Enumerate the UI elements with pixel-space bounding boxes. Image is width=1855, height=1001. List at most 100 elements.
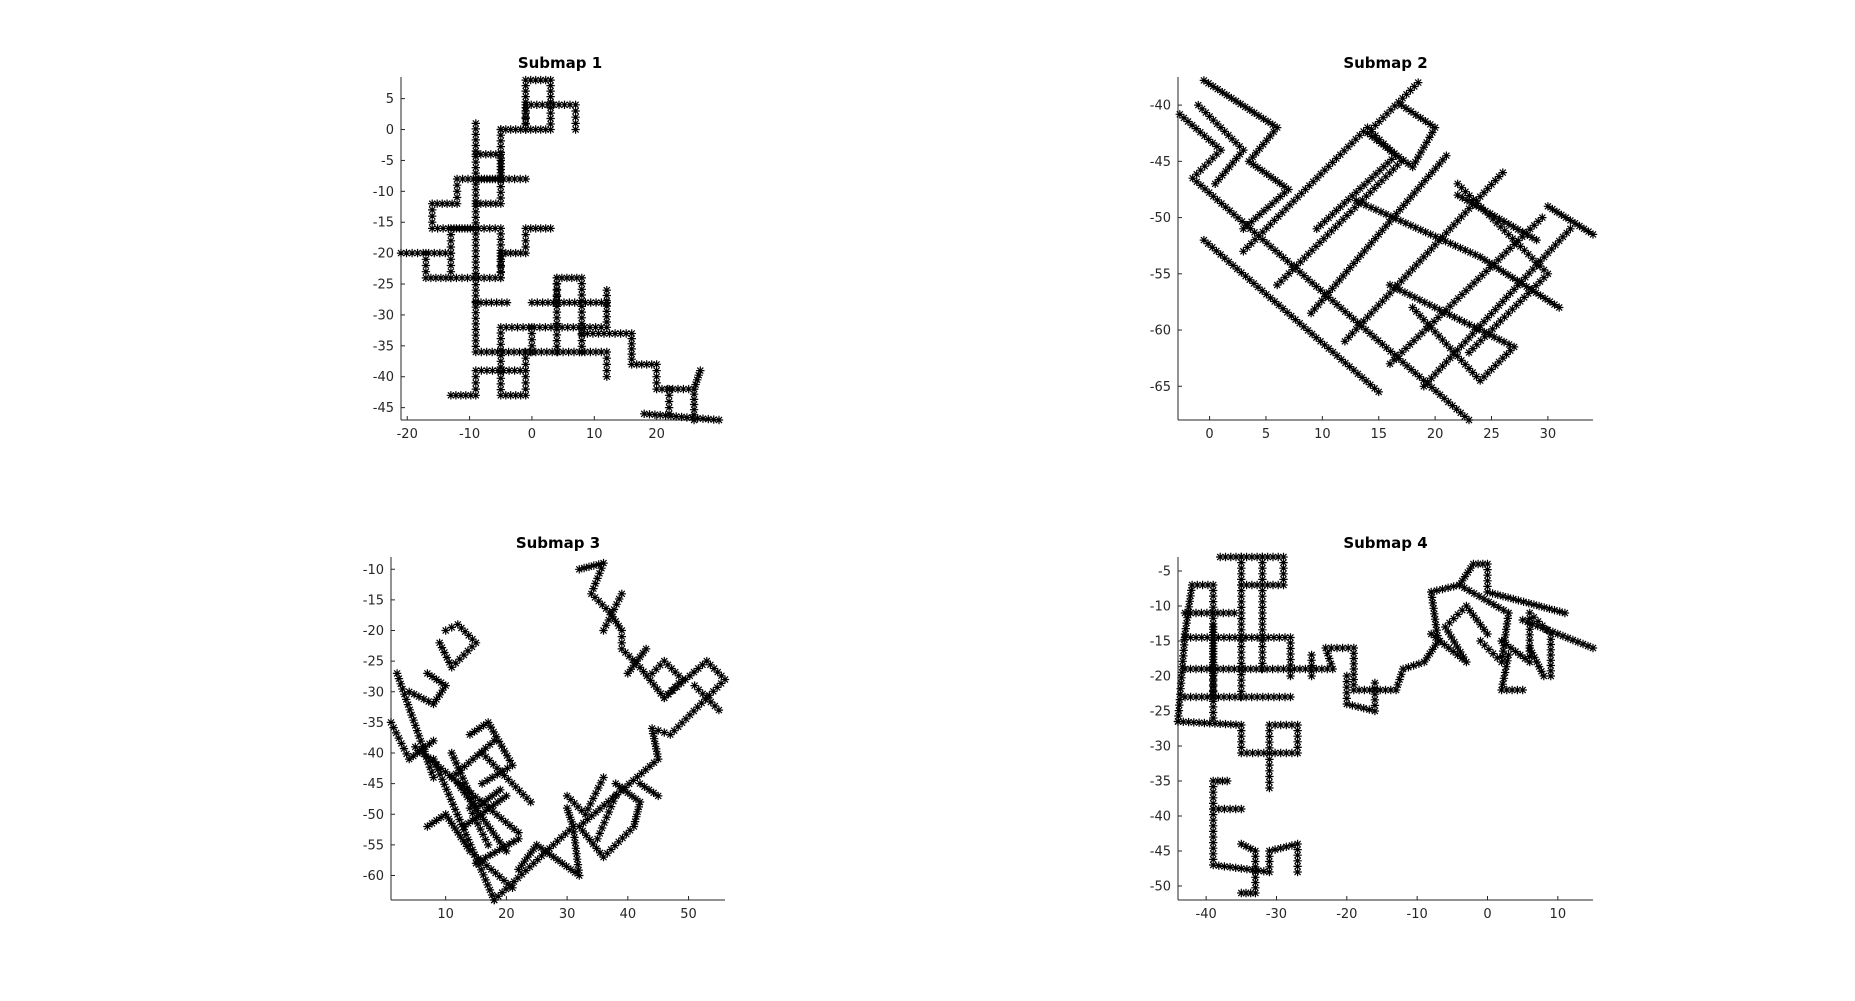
- trajectory-point: [1199, 235, 1383, 397]
- trajectory-point: [552, 273, 586, 357]
- y-tick-label: -55: [363, 838, 384, 853]
- y-tick-label: -5: [381, 154, 394, 169]
- trajectory-point: [1237, 839, 1260, 898]
- y-tick-label: -20: [373, 247, 394, 262]
- x-tick-label: 30: [559, 907, 576, 922]
- trajectory-point: [521, 347, 530, 375]
- trajectory-point: [1453, 179, 1553, 357]
- trajectory-point: [471, 298, 512, 307]
- x-tick-label: 25: [1483, 427, 1500, 442]
- trajectory-markers: [396, 75, 724, 425]
- y-tick-label: -15: [363, 593, 384, 608]
- trajectory-point: [552, 273, 562, 357]
- trajectory-point: [435, 620, 481, 672]
- trajectory-point: [405, 669, 450, 709]
- y-tick-label: -10: [373, 185, 394, 200]
- trajectory-point: [465, 803, 493, 850]
- x-tick-label: 0: [1205, 427, 1213, 442]
- trajectory-point: [1209, 622, 1218, 702]
- trajectory-point: [527, 298, 611, 307]
- y-tick-label: -15: [1150, 635, 1171, 650]
- y-tick-label: -65: [1150, 380, 1171, 395]
- trajectory-point: [446, 286, 611, 400]
- trajectory-point: [471, 174, 530, 184]
- trajectory-point: [1180, 608, 1239, 618]
- trajectory-markers: [386, 558, 730, 905]
- subplot-4: Submap 4 -40 -30 -20 -10 0 10 -5 -10 -15 -20 -25 -30…: [1150, 534, 1598, 922]
- trajectory-markers: [1175, 76, 1598, 425]
- x-tick-label: 0: [1483, 907, 1491, 922]
- trajectory-point: [1209, 804, 1246, 814]
- x-tick-label: 40: [620, 907, 637, 922]
- subplot-title: Submap 2: [1343, 54, 1427, 72]
- x-tick-label: 50: [680, 907, 697, 922]
- trajectory-point: [1173, 717, 1302, 793]
- y-tick-label: -35: [1150, 775, 1171, 790]
- trajectory-point: [1209, 776, 1302, 877]
- trajectory-point: [1363, 78, 1440, 172]
- subplot-1: Submap 1 -20 -10 0 10 20 5 0 -5 -10 -15 -20 -25 -30 -3…: [373, 54, 724, 442]
- y-tick-label: -35: [363, 716, 384, 731]
- trajectory-point: [562, 773, 608, 819]
- trajectory-point: [1180, 633, 1295, 681]
- y-tick-label: -25: [373, 278, 394, 293]
- x-tick-label: 15: [1370, 427, 1387, 442]
- trajectory-point: [1307, 650, 1316, 681]
- trajectory-point: [471, 125, 505, 208]
- y-tick-label: 0: [386, 123, 394, 138]
- trajectory-point: [428, 119, 505, 233]
- trajectory-point: [527, 323, 537, 357]
- trajectory-point: [396, 248, 456, 283]
- trajectory-point: [1385, 280, 1519, 385]
- trajectory-point: [1173, 580, 1218, 726]
- y-tick-label: -55: [1150, 267, 1171, 282]
- trajectory-point: [392, 669, 438, 782]
- trajectory-point: [477, 748, 535, 807]
- x-tick-label: -20: [397, 427, 418, 442]
- y-tick-label: -50: [363, 808, 384, 823]
- trajectory-point: [1199, 76, 1293, 233]
- x-tick-label: 10: [586, 427, 603, 442]
- y-tick-label: -40: [1150, 810, 1171, 825]
- trajectory-point: [514, 822, 584, 880]
- y-tick-label: -60: [1150, 324, 1171, 339]
- y-tick-label: -40: [363, 747, 384, 762]
- trajectory-point: [1237, 552, 1246, 702]
- trajectory-point: [1175, 110, 1474, 425]
- y-tick-label: -25: [363, 655, 384, 670]
- y-tick-label: -15: [373, 216, 394, 231]
- x-tick-label: 20: [648, 427, 665, 442]
- trajectory-point: [446, 224, 505, 283]
- trajectory-point: [1455, 580, 1513, 667]
- y-tick-label: -10: [363, 563, 384, 578]
- y-tick-label: -45: [373, 401, 394, 416]
- y-tick-label: -50: [1150, 211, 1171, 226]
- trajectory-point: [640, 409, 724, 425]
- y-tick-label: -25: [1150, 705, 1171, 720]
- y-tick-label: -10: [1150, 600, 1171, 615]
- trajectory-point: [1258, 552, 1267, 674]
- trajectory-point: [521, 75, 580, 134]
- trajectory-point: [690, 681, 724, 715]
- y-tick-label: -45: [1150, 845, 1171, 860]
- trajectory-point: [593, 791, 620, 843]
- trajectory-point: [1194, 100, 1248, 188]
- trajectory-point: [453, 779, 511, 856]
- x-tick-label: 20: [498, 907, 515, 922]
- x-tick-label: 10: [437, 907, 454, 922]
- trajectory-point: [1216, 552, 1288, 590]
- trajectory-point: [1180, 559, 1570, 695]
- x-tick-label: -10: [1407, 907, 1428, 922]
- y-tick-label: -20: [1150, 670, 1171, 685]
- trajectory-point: [577, 329, 699, 425]
- subplot-2: Submap 2 0 5 10 15 20 25 30 -40 -45 -50 -55 -60 -65: [1150, 54, 1598, 442]
- x-tick-label: 10: [1314, 427, 1331, 442]
- y-tick-label: 5: [386, 92, 394, 107]
- trajectory-point: [465, 718, 517, 788]
- y-tick-label: -40: [373, 370, 394, 385]
- y-tick-label: -30: [1150, 740, 1171, 755]
- x-tick-label: -20: [1336, 907, 1357, 922]
- x-tick-label: -30: [1266, 907, 1287, 922]
- y-tick-label: -20: [363, 624, 384, 639]
- x-tick-label: -10: [459, 427, 480, 442]
